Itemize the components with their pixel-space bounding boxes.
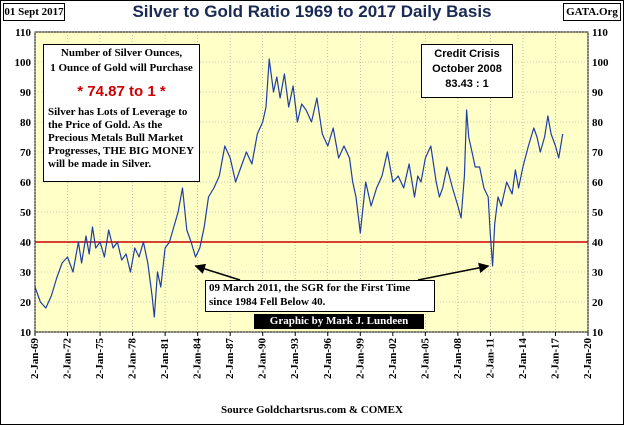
march-note-line-2: since 1984 Fell Below 40.	[209, 296, 326, 308]
x-tick-label: 2-Jan-90	[257, 338, 269, 379]
credit-crisis-box: Credit Crisis October 2008 83.43 : 1	[421, 44, 513, 98]
x-axis: 2-Jan-69 2-Jan-72 2-Jan-75 2-Jan-78 2-Jan-81…	[29, 332, 594, 379]
credit-line-3: 83.43 : 1	[445, 78, 489, 90]
y-tick-label-right: 30	[592, 267, 604, 279]
y-tick-label-right: 50	[592, 207, 604, 219]
y-tick-label-left: 40	[20, 237, 32, 249]
march-note-line-1: 09 March 2011, the SGR for the First Tim…	[209, 282, 411, 294]
x-tick-label: 2-Jan-69	[29, 338, 41, 379]
x-tick-label: 2-Jan-17	[549, 338, 561, 379]
byline: Graphic by Mark J. Lundeen	[254, 314, 424, 329]
x-tick-label: 2-Jan-75	[94, 338, 106, 379]
x-tick-label: 2-Jan-14	[517, 338, 529, 379]
y-tick-label-right: 100	[592, 57, 609, 69]
arrow-to-2011	[417, 262, 490, 281]
y-tick-label-right: 40	[592, 237, 604, 249]
chart-title: Silver to Gold Ratio 1969 to 2017 Daily …	[132, 2, 492, 21]
x-tick-label: 2-Jan-72	[62, 338, 74, 379]
y-tick-label-left: 10	[20, 327, 32, 339]
x-tick-label: 2-Jan-08	[452, 338, 464, 379]
ratio-series-line	[34, 58, 564, 318]
arrows-layer	[194, 262, 490, 281]
y-tick-label-right: 20	[592, 297, 604, 309]
credit-line-2: October 2008	[432, 63, 502, 75]
info-head-line-1: Number of Silver Ounces,	[60, 47, 183, 59]
y-tick-label-left: 90	[20, 87, 32, 99]
y-tick-label-left: 30	[20, 267, 32, 279]
x-tick-label: 2-Jan-99	[354, 338, 366, 379]
y-tick-label-left: 70	[20, 147, 32, 159]
arrow-to-1984	[194, 263, 241, 281]
info-head-line-2: 1 Ounce of Gold will Purchase	[50, 62, 193, 74]
x-tick-label: 2-Jan-02	[387, 338, 399, 379]
x-tick-label: 2-Jan-20	[582, 338, 594, 379]
y-tick-label-left: 60	[20, 177, 32, 189]
y-tick-label-right: 10	[592, 327, 604, 339]
y-axis-left: 10 20 30 40 50 60 70 80 90 100 110	[15, 27, 32, 339]
info-body: Silver has Lots of Leverage to the Price…	[48, 106, 194, 170]
y-tick-label-left: 80	[20, 117, 32, 129]
x-tick-label: 2-Jan-78	[127, 338, 139, 379]
x-tick-label: 2-Jan-81	[159, 338, 171, 379]
x-tick-label: 2-Jan-96	[322, 338, 334, 379]
x-tick-label: 2-Jan-05	[419, 338, 431, 379]
y-tick-label-left: 110	[15, 27, 31, 39]
x-tick-label: 2-Jan-84	[192, 338, 204, 379]
y-tick-label-right: 90	[592, 87, 604, 99]
y-tick-label-right: 110	[592, 27, 608, 39]
credit-line-1: Credit Crisis	[434, 48, 500, 60]
y-tick-label-right: 70	[592, 147, 604, 159]
y-tick-label-left: 20	[20, 297, 32, 309]
y-tick-label-left: 50	[20, 207, 32, 219]
x-tick-label: 2-Jan-11	[484, 338, 496, 378]
current-ratio: * 74.87 to 1 *	[77, 83, 166, 100]
march-2011-note: 09 March 2011, the SGR for the First Tim…	[205, 280, 435, 312]
y-axis-right: 10 20 30 40 50 60 70 80 90 100 110	[592, 27, 609, 339]
y-tick-label-right: 60	[592, 177, 604, 189]
y-tick-label-left: 100	[15, 57, 32, 69]
info-box: Number of Silver Ounces, 1 Ounce of Gold…	[43, 44, 200, 182]
series-layer	[34, 58, 564, 318]
x-tick-label: 2-Jan-93	[289, 338, 301, 379]
site-label: GATA.Org	[563, 3, 621, 21]
source-label: Source Goldchartsrus.com & COMEX	[221, 404, 403, 416]
y-tick-label-right: 80	[592, 117, 604, 129]
x-tick-label: 2-Jan-87	[224, 338, 236, 379]
date-label: 01 Sept 2017	[3, 3, 65, 21]
